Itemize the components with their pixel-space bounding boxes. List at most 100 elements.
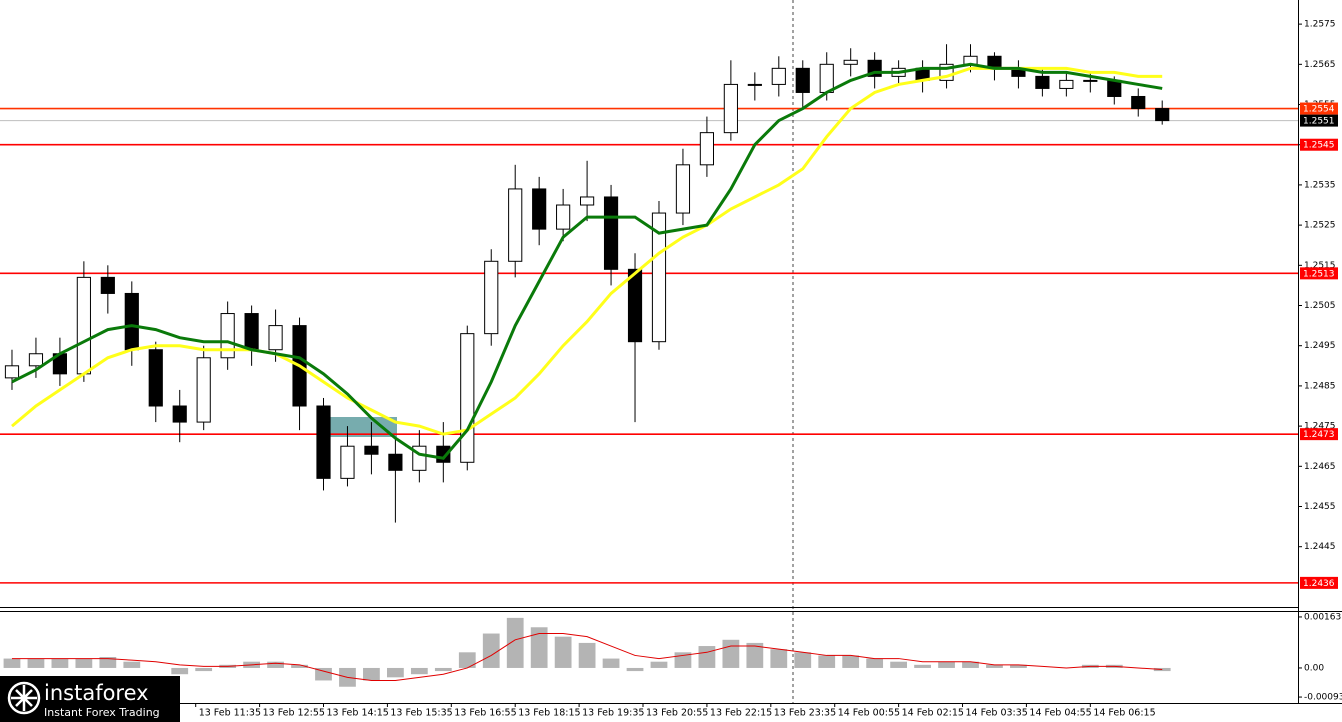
candle-body — [220, 313, 235, 359]
x-tick-label: 14 Feb 00:55 — [838, 708, 900, 719]
x-tick-label: 13 Feb 12:55 — [263, 708, 325, 719]
histogram-bar — [410, 667, 428, 675]
histogram-bar — [458, 652, 476, 668]
histogram-bar — [914, 664, 931, 668]
candle-body — [1059, 79, 1074, 89]
candle-body — [148, 349, 163, 407]
level-tag — [1300, 576, 1338, 589]
histogram-bar — [363, 667, 380, 681]
moving-average — [11, 62, 1163, 460]
histogram-bar — [123, 661, 141, 668]
histogram-bar — [267, 661, 284, 668]
histogram-bar — [99, 657, 117, 668]
candle-body — [556, 204, 571, 230]
x-tick-label: 14 Feb 06:15 — [1093, 708, 1155, 719]
x-tick-label: 13 Feb 22:15 — [710, 708, 772, 719]
histogram-bar — [482, 633, 500, 668]
histogram-bar — [818, 655, 836, 668]
histogram-bar — [75, 658, 93, 668]
x-tick-label: 13 Feb 16:55 — [454, 708, 516, 719]
candle-body — [388, 453, 403, 471]
candle-body — [675, 164, 691, 214]
y-tick-label: 1.2565 — [1304, 60, 1336, 70]
histogram-bar — [890, 661, 908, 668]
histogram-bar — [506, 617, 524, 668]
candle-body — [4, 365, 20, 379]
x-tick-label: 13 Feb 23:35 — [774, 708, 836, 719]
candle-body — [1155, 108, 1170, 122]
histogram-bar — [602, 658, 620, 668]
candle-body — [508, 188, 523, 262]
histogram-bar — [1010, 664, 1027, 668]
zone-box — [330, 417, 397, 437]
histogram-bar — [650, 661, 668, 668]
candle-body — [460, 333, 475, 463]
histogram-bar — [27, 658, 45, 668]
histogram-bar — [746, 642, 764, 668]
candle-body — [627, 268, 643, 343]
histogram-bar — [938, 661, 955, 668]
x-tick-label: 14 Feb 03:35 — [966, 708, 1028, 719]
histogram-bar — [866, 658, 884, 668]
candle-body — [580, 196, 595, 206]
candle-body — [795, 67, 810, 93]
y-tick-label: 1.2525 — [1304, 221, 1336, 231]
histogram-bar — [291, 664, 308, 668]
histogram-bar — [315, 667, 332, 681]
histogram-bar — [962, 661, 979, 668]
candle-body — [747, 83, 762, 86]
x-tick-label: 13 Feb 14:15 — [327, 708, 389, 719]
candle-body — [843, 59, 858, 65]
histogram-bar — [842, 655, 860, 668]
candle-body — [316, 405, 331, 479]
level-tag — [1300, 138, 1338, 151]
candle-body — [603, 196, 619, 270]
histogram-bar — [530, 627, 548, 668]
candle-body — [340, 445, 355, 479]
candle-body — [172, 405, 187, 423]
y-tick-label: 1.2515 — [1304, 261, 1336, 271]
y-tick-label: 1.2535 — [1304, 180, 1336, 190]
candle-body — [364, 445, 379, 455]
candle-body — [1035, 75, 1050, 89]
candle-body — [1083, 79, 1098, 82]
plot-layer: 1.25751.25651.25551.25451.25351.25251.25… — [0, 20, 1342, 719]
histogram-bar — [722, 639, 740, 668]
histogram-bar — [578, 642, 596, 668]
y-tick-label: 1.2485 — [1304, 381, 1336, 391]
y-tick-label: 1.2495 — [1304, 341, 1336, 351]
histogram-bar — [698, 646, 716, 668]
y-tick-label: 1.2445 — [1304, 542, 1336, 552]
candle-body — [76, 276, 91, 375]
logo-icon — [7, 681, 41, 715]
x-tick-label: 13 Feb 15:35 — [390, 708, 452, 719]
level-tag — [1300, 267, 1338, 280]
candle-body — [819, 63, 834, 93]
histogram-bar — [51, 658, 69, 668]
candle-body — [771, 67, 786, 85]
level-label: 1.2554 — [1303, 105, 1335, 115]
y-tick-label: 1.2465 — [1304, 462, 1336, 472]
histogram-bar — [434, 667, 452, 672]
level-label: 1.2513 — [1303, 269, 1335, 279]
histogram-bar — [171, 667, 189, 675]
histogram-bar — [3, 658, 21, 668]
histogram-bar — [387, 667, 404, 678]
moving-average — [11, 66, 1163, 436]
y-tick-label: 1.2475 — [1304, 422, 1336, 432]
signal-line — [11, 633, 1163, 681]
y-tick-label: 0.00 — [1304, 663, 1324, 673]
y-tick-label: 0.00163 — [1304, 612, 1341, 622]
x-tick-label: 13 Feb 18:15 — [518, 708, 580, 719]
logo-icon — [11, 685, 37, 711]
candle-body — [651, 212, 667, 343]
x-tick-label: 13 Feb 11:35 — [199, 708, 261, 719]
candle-body — [124, 292, 139, 351]
level-tag — [1300, 102, 1338, 115]
candle-body — [699, 132, 715, 166]
histogram-bar — [554, 636, 572, 668]
level-label: 1.2473 — [1303, 430, 1335, 440]
histogram-bar — [794, 652, 812, 668]
level-tag — [1300, 428, 1338, 441]
